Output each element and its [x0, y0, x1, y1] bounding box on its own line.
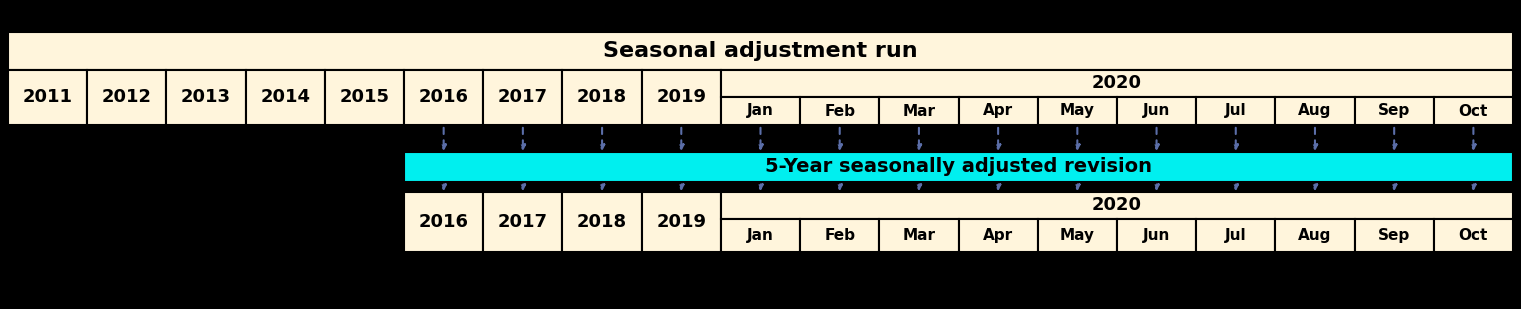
- Bar: [1276, 219, 1355, 252]
- Bar: [1037, 97, 1116, 125]
- Bar: [800, 97, 879, 125]
- Bar: [1196, 219, 1276, 252]
- Text: 2017: 2017: [497, 88, 548, 107]
- Text: Mar: Mar: [902, 228, 935, 243]
- Bar: [958, 97, 1037, 125]
- Text: 2017: 2017: [497, 213, 548, 231]
- Text: 2018: 2018: [576, 88, 627, 107]
- Bar: [1196, 97, 1276, 125]
- Text: Jan: Jan: [747, 228, 774, 243]
- Text: 2019: 2019: [656, 213, 706, 231]
- Text: 2013: 2013: [181, 88, 231, 107]
- Text: Apr: Apr: [983, 228, 1013, 243]
- Text: 2014: 2014: [260, 88, 310, 107]
- Bar: [563, 70, 642, 125]
- Bar: [721, 97, 800, 125]
- Text: 2018: 2018: [576, 213, 627, 231]
- Text: 2015: 2015: [339, 88, 389, 107]
- Text: Apr: Apr: [983, 104, 1013, 118]
- Text: May: May: [1060, 104, 1095, 118]
- Text: Oct: Oct: [1459, 228, 1488, 243]
- Text: 2012: 2012: [102, 88, 152, 107]
- Text: Seasonal adjustment run: Seasonal adjustment run: [604, 41, 917, 61]
- Bar: [8, 70, 87, 125]
- Text: 2011: 2011: [23, 88, 73, 107]
- Bar: [563, 192, 642, 252]
- Text: Sep: Sep: [1378, 228, 1410, 243]
- Bar: [879, 97, 958, 125]
- Bar: [405, 70, 484, 125]
- Text: 2019: 2019: [656, 88, 706, 107]
- Bar: [721, 70, 1513, 97]
- Text: Aug: Aug: [1299, 228, 1332, 243]
- Bar: [87, 70, 166, 125]
- Text: Jul: Jul: [1224, 104, 1247, 118]
- Bar: [245, 70, 325, 125]
- Text: Feb: Feb: [824, 104, 855, 118]
- Bar: [325, 70, 405, 125]
- Text: Oct: Oct: [1459, 104, 1488, 118]
- Bar: [642, 70, 721, 125]
- Bar: [1434, 219, 1513, 252]
- Bar: [721, 219, 800, 252]
- Bar: [1276, 97, 1355, 125]
- Bar: [721, 192, 1513, 219]
- Bar: [1355, 97, 1434, 125]
- Text: 2020: 2020: [1092, 197, 1142, 214]
- Text: Jun: Jun: [1142, 228, 1170, 243]
- Bar: [1434, 97, 1513, 125]
- Bar: [484, 70, 563, 125]
- Bar: [405, 152, 1513, 182]
- Text: 5-Year seasonally adjusted revision: 5-Year seasonally adjusted revision: [765, 158, 1151, 176]
- Bar: [405, 192, 484, 252]
- Text: 2020: 2020: [1092, 74, 1142, 92]
- Text: Sep: Sep: [1378, 104, 1410, 118]
- Text: May: May: [1060, 228, 1095, 243]
- Text: 2016: 2016: [418, 88, 468, 107]
- Bar: [958, 219, 1037, 252]
- Bar: [1037, 219, 1116, 252]
- Bar: [166, 70, 245, 125]
- Text: Aug: Aug: [1299, 104, 1332, 118]
- Bar: [1355, 219, 1434, 252]
- Text: Jan: Jan: [747, 104, 774, 118]
- Bar: [1116, 219, 1196, 252]
- Bar: [879, 219, 958, 252]
- Text: Feb: Feb: [824, 228, 855, 243]
- Bar: [1116, 97, 1196, 125]
- Text: Mar: Mar: [902, 104, 935, 118]
- Text: 2016: 2016: [418, 213, 468, 231]
- Bar: [642, 192, 721, 252]
- Text: Jul: Jul: [1224, 228, 1247, 243]
- Text: Jun: Jun: [1142, 104, 1170, 118]
- Bar: [484, 192, 563, 252]
- Bar: [8, 32, 1513, 70]
- Bar: [800, 219, 879, 252]
